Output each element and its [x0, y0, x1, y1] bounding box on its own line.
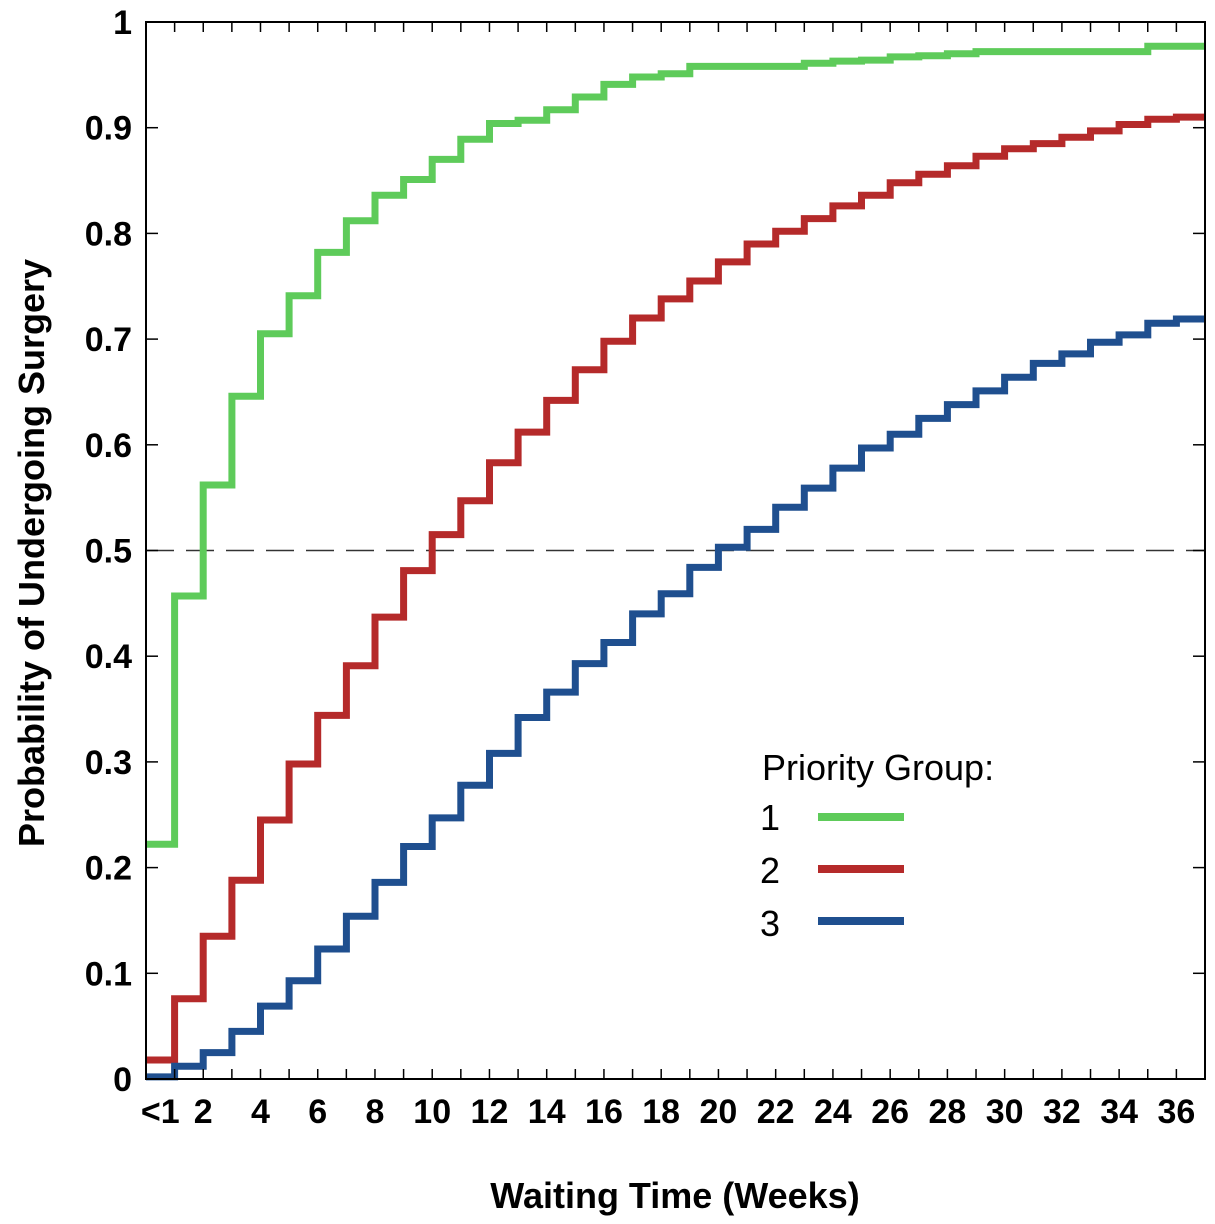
- y-tick-label: 0.4: [85, 638, 132, 676]
- legend-title: Priority Group:: [762, 747, 994, 788]
- x-tick-label: 24: [814, 1093, 852, 1131]
- x-tick-label: 8: [366, 1093, 385, 1131]
- y-tick-label: 0: [113, 1061, 132, 1099]
- legend-label-3: 3: [760, 903, 780, 944]
- x-tick-label: 2: [194, 1093, 213, 1131]
- y-tick-label: 0.8: [85, 215, 132, 253]
- series-line-1: [146, 42, 1205, 848]
- x-tick-label: 22: [757, 1093, 795, 1131]
- y-tick-label: 0.9: [85, 110, 132, 148]
- x-axis-title: Waiting Time (Weeks): [490, 1175, 859, 1216]
- y-tick-labels: 0 0.1 0.2 0.3 0.4 0.5 0.6 0.7 0.8 0.9 1: [85, 4, 132, 1099]
- x-tick-label: 4: [251, 1093, 270, 1131]
- y-tick-label: 0.5: [85, 533, 132, 571]
- x-tick-label: 6: [308, 1093, 327, 1131]
- series-layer: [146, 42, 1205, 1081]
- x-tick-label: 10: [413, 1093, 451, 1131]
- y-tick-label: 0.6: [85, 427, 132, 465]
- x-tick-labels: <1 2 4 6 8 10 12 14 16 18 20 22 24 26 28 30 32 34 36: [141, 1093, 1195, 1131]
- x-tick-label: 20: [700, 1093, 738, 1131]
- legend: Priority Group: 1 2 3: [760, 747, 994, 944]
- x-tick-label: 30: [986, 1093, 1024, 1131]
- x-tick-label: 34: [1100, 1093, 1138, 1131]
- y-tick-label: 0.1: [85, 955, 132, 993]
- y-tick-label: 1: [113, 4, 132, 42]
- y-tick-label: 0.2: [85, 850, 132, 888]
- x-tick-label: 16: [585, 1093, 623, 1131]
- legend-label-2: 2: [760, 850, 780, 891]
- x-tick-label: 18: [642, 1093, 680, 1131]
- x-tick-label: 14: [528, 1093, 566, 1131]
- legend-label-1: 1: [760, 797, 780, 838]
- y-axis-title: Probability of Undergoing Surgery: [11, 259, 52, 847]
- series-line-3: [146, 315, 1205, 1081]
- x-tick-label: 28: [928, 1093, 966, 1131]
- y-tick-label: 0.3: [85, 744, 132, 782]
- series-line-2: [146, 113, 1205, 1064]
- x-tick-label: 12: [471, 1093, 509, 1131]
- x-tick-label: 26: [871, 1093, 909, 1131]
- x-tick-label: 36: [1157, 1093, 1195, 1131]
- ticks-layer: [145, 21, 1206, 1080]
- y-tick-label: 0.7: [85, 321, 132, 359]
- x-tick-label: 32: [1043, 1093, 1081, 1131]
- x-tick-label: <1: [141, 1093, 180, 1131]
